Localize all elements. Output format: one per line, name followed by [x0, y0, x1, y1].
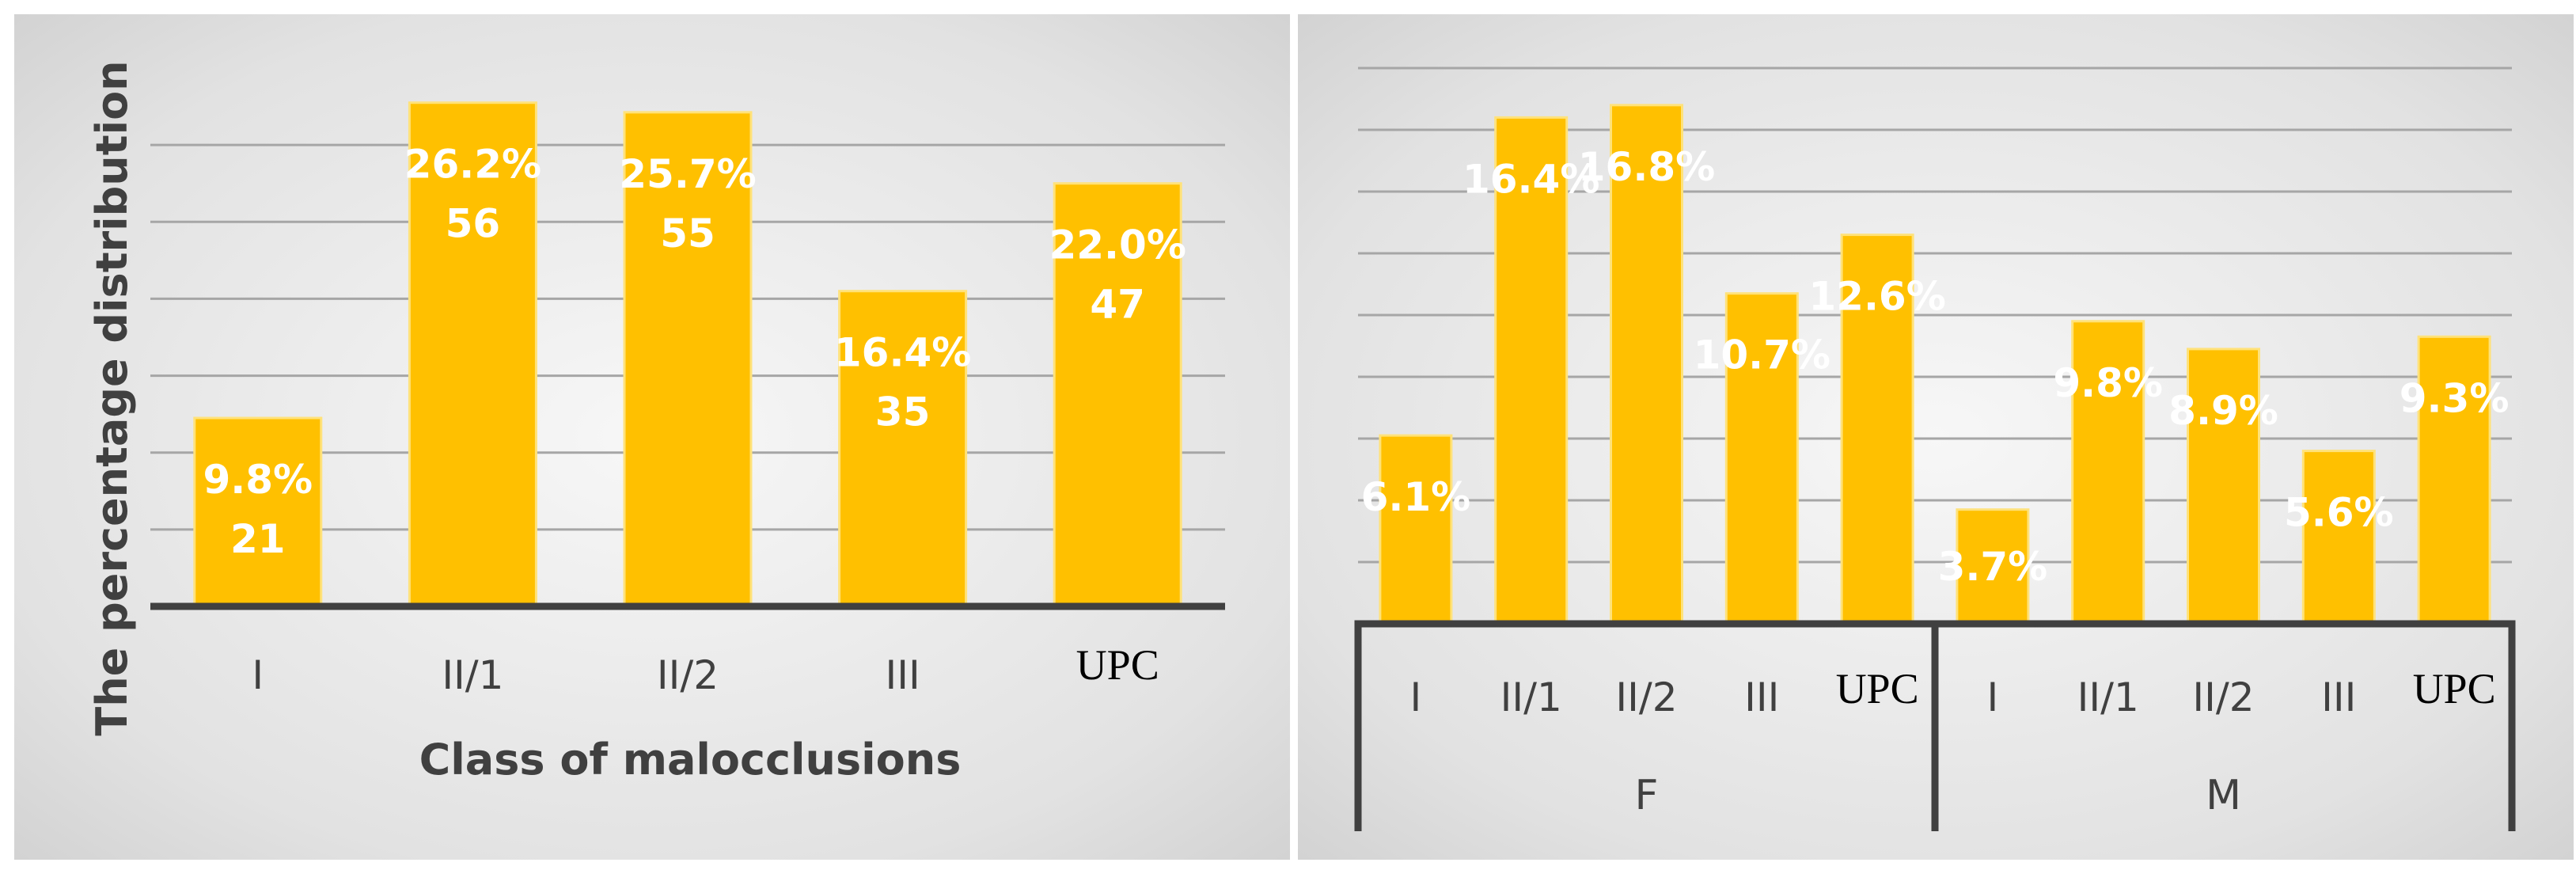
right-percent-label-M-3: 5.6%	[2284, 490, 2394, 536]
right-group-label-M: M	[2206, 772, 2241, 819]
right-percent-label-M-2: 8.9%	[2168, 388, 2278, 434]
right-bar-M-3	[2301, 450, 2376, 625]
right-bar-M-0	[1956, 508, 2030, 625]
left-count-label-0: 21	[230, 516, 286, 562]
right-percent-label-F-3: 10.7%	[1694, 332, 1831, 378]
left-count-label-4: 47	[1090, 282, 1145, 328]
left-bar-0	[193, 416, 323, 608]
left-x-tick-0: I	[252, 652, 264, 698]
right-x-tick-F-1: II/1	[1500, 674, 1562, 720]
left-percent-label-3: 16.4%	[834, 330, 971, 376]
right-x-tick-M-3: III	[2321, 674, 2356, 720]
left-count-label-1: 56	[446, 201, 501, 247]
left-x-tick-1: II/1	[442, 652, 503, 698]
left-y-axis-title: The percentage distribution	[87, 60, 137, 735]
right-bar-F-1	[1494, 116, 1569, 625]
right-percent-label-F-4: 12.6%	[1808, 274, 1945, 320]
left-percent-label-4: 22.0%	[1049, 222, 1186, 268]
right-x-tick-M-4: UPC	[2413, 665, 2496, 712]
right-percent-label-F-2: 16.8%	[1578, 144, 1715, 190]
right-x-tick-M-1: II/1	[2077, 674, 2139, 720]
right-bar-F-0	[1379, 434, 1453, 625]
left-x-axis-title: Class of malocclusions	[419, 735, 962, 785]
right-x-tick-M-2: II/2	[2192, 674, 2254, 720]
left-x-tick-labels: I II/1 II/2 III UPC	[252, 641, 1159, 698]
right-bars	[1379, 104, 2491, 625]
left-chart-panel: I II/1 II/2 III UPC 9.8% 21 26.2% 56 25.7% 55 16.4…	[14, 14, 1290, 860]
left-x-tick-2: II/2	[657, 652, 719, 698]
left-percent-label-1: 26.2%	[404, 142, 541, 188]
right-percent-label-M-0: 3.7%	[1938, 544, 2048, 590]
right-data-labels: 6.1% 16.4%16.8% 10.7% 12.6% 3.7% 9.8%8.9% 5.6%…	[1361, 144, 2510, 590]
right-percent-label-F-0: 6.1%	[1361, 474, 1471, 520]
right-x-tick-F-4: UPC	[1836, 665, 1919, 712]
right-bar-F-2	[1610, 104, 1683, 625]
left-count-label-2: 55	[660, 211, 715, 256]
right-x-tick-M-0: I	[1987, 674, 1999, 720]
left-x-tick-3: III	[885, 652, 920, 698]
left-percent-label-0: 9.8%	[203, 457, 313, 503]
right-x-axis-frame	[1354, 620, 2516, 831]
left-data-labels: 9.8% 21 26.2% 56 25.7% 55 16.4% 35 22.0% 47	[203, 142, 1186, 562]
right-bar-M-2	[2187, 348, 2260, 625]
right-x-tick-F-2: II/2	[1615, 674, 1677, 720]
left-x-tick-4: UPC	[1076, 641, 1159, 689]
right-x-tick-F-0: I	[1410, 674, 1422, 720]
right-x-tick-labels: I II/1 II/2 III UPC I II/1 II/2 III UPC	[1410, 665, 2496, 720]
right-percent-label-M-1: 9.8%	[2053, 360, 2163, 406]
right-bar-M-1	[2071, 320, 2145, 625]
right-percent-label-M-4: 9.3%	[2400, 375, 2510, 421]
right-percent-label-F-1: 16.4%	[1463, 156, 1599, 202]
left-count-label-3: 35	[875, 389, 931, 435]
left-percent-label-2: 25.7%	[619, 151, 756, 197]
left-bars	[193, 101, 1182, 608]
right-bar-M-4	[2417, 335, 2491, 625]
right-x-tick-F-3: III	[1744, 674, 1779, 720]
right-group-label-F: F	[1635, 772, 1659, 819]
